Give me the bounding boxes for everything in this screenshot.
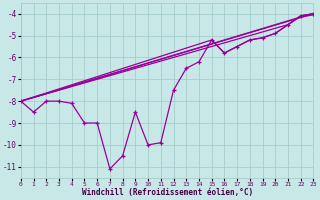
X-axis label: Windchill (Refroidissement éolien,°C): Windchill (Refroidissement éolien,°C) (82, 188, 253, 197)
